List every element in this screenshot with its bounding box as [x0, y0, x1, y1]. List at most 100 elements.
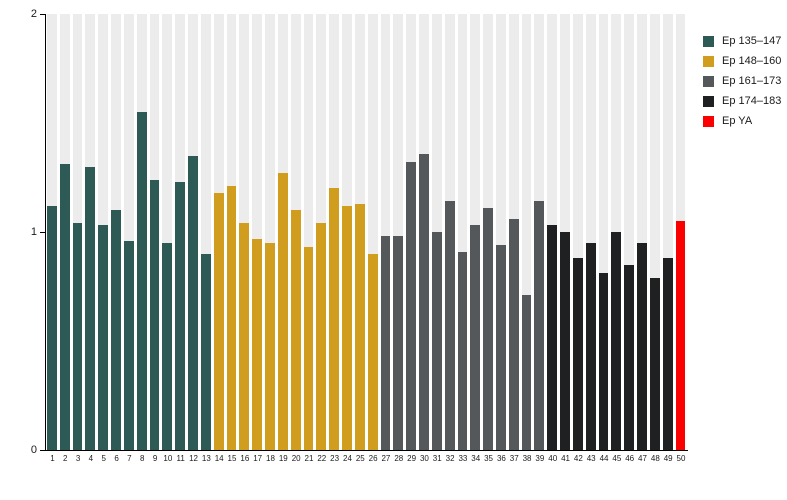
bar-slot: [84, 14, 97, 450]
background-stripe: [200, 14, 211, 450]
bar-slot: [662, 14, 675, 450]
bar-39: [534, 201, 545, 450]
x-tick-label: 5: [101, 454, 106, 463]
x-tick-label: 10: [163, 454, 173, 463]
bar-slot: [110, 14, 123, 450]
background-stripe: [457, 14, 468, 450]
bar-47: [637, 242, 647, 450]
background-stripe: [585, 14, 596, 450]
bar-28: [393, 236, 404, 450]
bar-17: [252, 238, 263, 450]
bar-slot: [585, 14, 598, 450]
bar-1: [47, 205, 57, 450]
bar-slot: [72, 14, 85, 450]
x-tick-label: 18: [266, 454, 275, 463]
bar-slot: [161, 14, 174, 450]
bar-slot: [418, 14, 431, 450]
bar-slot: [123, 14, 136, 450]
bar-slot: [226, 14, 239, 450]
bar-12: [188, 155, 198, 450]
x-tick-label: 50: [676, 454, 686, 463]
background-stripe: [662, 14, 673, 450]
background-stripe: [265, 14, 275, 450]
bar-slot: [546, 14, 559, 450]
background-stripe: [521, 14, 532, 450]
bar-slot: [392, 14, 405, 450]
bar-slot: [251, 14, 264, 450]
x-tick-label: 25: [355, 454, 365, 463]
bar-41: [560, 232, 570, 450]
x-tick-label: 14: [214, 454, 224, 463]
x-tick-label: 2: [63, 454, 68, 463]
y-tick-mark: [40, 232, 45, 233]
bars-container: [46, 14, 688, 450]
background-stripe: [393, 14, 404, 450]
bar-slot: [675, 14, 688, 450]
x-tick-label: 34: [471, 454, 481, 463]
bar-slot: [341, 14, 354, 450]
bar-40: [547, 225, 558, 450]
x-tick-label: 8: [139, 454, 145, 463]
background-stripe: [162, 14, 173, 450]
background-stripe: [572, 14, 583, 450]
bar-slot: [46, 14, 59, 450]
bar-slot: [238, 14, 251, 450]
background-stripe: [123, 14, 134, 450]
legend-item: Ep YA: [703, 111, 781, 131]
bar-49: [662, 258, 673, 450]
x-axis-labels: 1 2 3 4 5 6 7 8 9 10 11 12 13 14 15 16 17 18 19 20 21 22 23 24 2…: [46, 454, 688, 463]
bar-26: [367, 253, 378, 450]
x-tick-label: 37: [509, 454, 519, 463]
bar-43: [585, 242, 596, 450]
bar-slot: [598, 14, 611, 450]
bar-15: [226, 186, 237, 450]
bar-slot: [174, 14, 187, 450]
x-tick-label: 41: [561, 454, 570, 463]
bar-36: [495, 245, 506, 450]
bar-slot: [328, 14, 341, 450]
bar-32: [444, 201, 455, 450]
legend-label: Ep 148–160: [722, 55, 782, 67]
x-tick-label: 29: [407, 454, 417, 463]
bar-10: [162, 242, 173, 450]
x-tick-label: 49: [663, 454, 673, 463]
bar-45: [611, 232, 622, 450]
legend-swatch: [703, 115, 714, 127]
legend-swatch: [703, 55, 714, 67]
x-tick-label: 22: [317, 454, 327, 463]
bar-slot: [200, 14, 213, 450]
bar-slot: [623, 14, 636, 450]
bar-slot: [290, 14, 303, 450]
bar-slot: [264, 14, 277, 450]
x-tick-label: 19: [278, 454, 288, 463]
x-tick-label: 32: [445, 454, 455, 463]
x-tick-label: 38: [522, 454, 532, 463]
x-tick-label: 44: [599, 454, 609, 463]
bar-23: [329, 188, 340, 450]
bar-slot: [136, 14, 149, 450]
bar-slot: [303, 14, 316, 450]
bar-48: [649, 277, 660, 450]
background-stripe: [303, 14, 314, 450]
x-tick-label: 28: [394, 454, 404, 463]
x-tick-label: 33: [458, 454, 468, 463]
x-tick-label: 36: [496, 454, 506, 463]
bar-slot: [354, 14, 367, 450]
bar-44: [598, 273, 609, 450]
bar-21: [303, 247, 314, 450]
x-tick-label: 7: [127, 454, 132, 463]
bar-slot: [213, 14, 226, 450]
bar-34: [470, 225, 481, 450]
x-tick-label: 35: [484, 454, 494, 463]
x-tick-label: 31: [432, 454, 442, 463]
bar-slot: [482, 14, 495, 450]
x-tick-label: 24: [343, 454, 352, 463]
x-tick-label: 46: [625, 454, 635, 463]
bar-slot: [380, 14, 393, 450]
background-stripe: [495, 14, 506, 450]
bar-slot: [469, 14, 482, 450]
bar-slot: [444, 14, 457, 450]
background-stripe: [624, 14, 635, 450]
bar-35: [483, 208, 493, 450]
bar-slot: [405, 14, 418, 450]
